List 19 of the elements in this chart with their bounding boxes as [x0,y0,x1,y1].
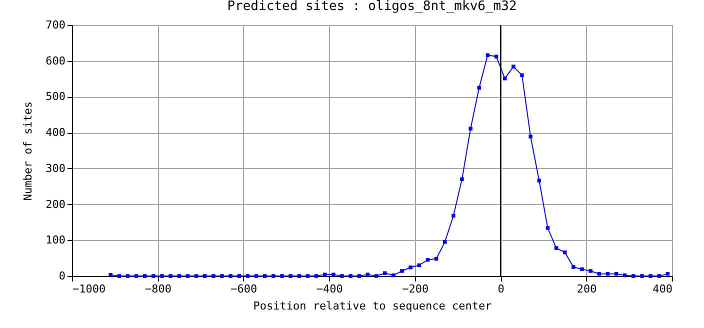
y-tick-label: 600 [46,54,66,68]
y-axis-title: Number of sites [22,101,35,201]
y-tick-label: 0 [58,270,66,282]
y-tick-label: 400 [46,126,66,140]
x-tick-label: −800 [144,282,172,296]
chart-title: Predicted sites : oligos_8nt_mkv6_m32 [227,0,517,14]
x-tick-label: 0 [498,282,504,296]
x-tick-label: −400 [316,282,343,296]
x-tick-label: 400 [652,282,672,296]
y-tick-label: 100 [46,234,66,247]
x-tick-label: −1000 [72,282,106,296]
y-tick-label: 300 [46,162,66,175]
x-axis-title: Position relative to sequence center [253,300,492,312]
x-tick-label: −200 [402,282,429,296]
y-tick-label: 500 [46,90,66,104]
x-tick-label: 200 [576,282,597,296]
y-tick-label: 200 [46,198,66,211]
y-tick-label: 700 [46,18,66,32]
x-tick-label: −600 [230,282,258,296]
